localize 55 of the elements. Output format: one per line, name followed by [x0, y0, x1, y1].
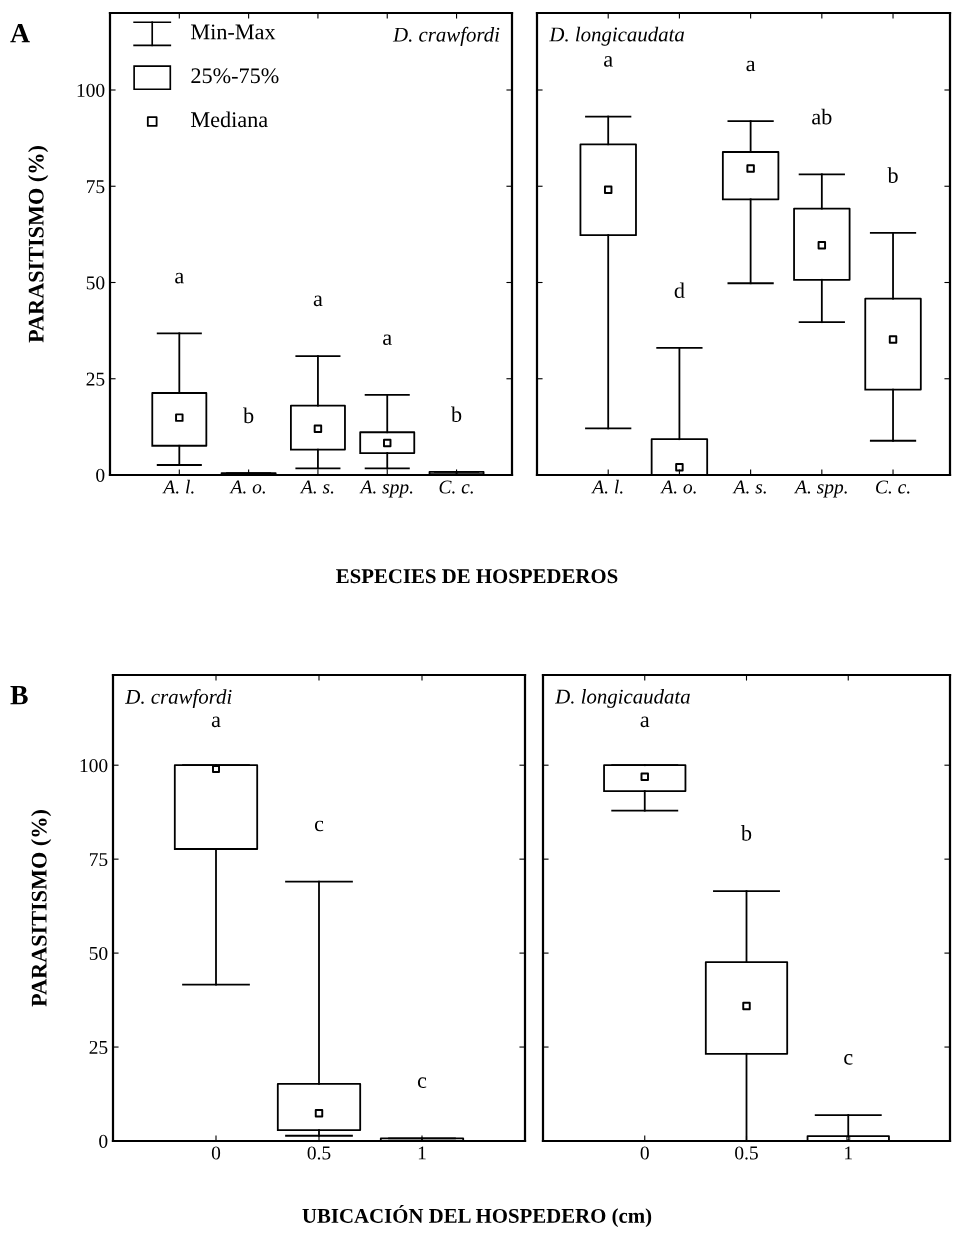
y-tick-label: 50: [86, 276, 105, 290]
annotation: ab: [812, 108, 832, 125]
x-tick-label: C. c.: [439, 480, 473, 494]
x-tick-label: A. spp.: [359, 480, 413, 498]
y-tick-label: 50: [89, 946, 108, 961]
y-tick-label: 75: [86, 180, 105, 194]
x-tick-label: 1: [845, 1146, 852, 1160]
x-tick-label: A. s.: [732, 480, 766, 494]
annotation: d: [674, 282, 685, 299]
x-tick-label: 1: [418, 1146, 426, 1160]
x-tick-label: C. c.: [876, 480, 910, 494]
y-tick-label: 25: [89, 1040, 108, 1054]
chart-title: A: [10, 23, 30, 43]
annotation: c: [844, 1054, 853, 1065]
annotation: c: [417, 1077, 427, 1089]
annotation: a: [383, 334, 392, 346]
x-tick-label: 0: [640, 1146, 649, 1160]
annotation: c: [314, 820, 324, 832]
y-tick-label: 25: [86, 372, 105, 386]
x-tick-label: 0.5: [735, 1146, 758, 1160]
annotation: Min-Max: [191, 24, 276, 40]
annotation: a: [175, 272, 184, 284]
x-axis-title: ESPECIES DE HOSPEDEROS: [336, 569, 618, 584]
x-tick-label: A. s.: [299, 480, 334, 494]
text: D. longicaudata: [554, 688, 690, 708]
x-tick-label: A. spp.: [794, 480, 847, 498]
y-tick-label: 100: [80, 759, 108, 773]
annotation: b: [243, 407, 254, 424]
annotation: 25%-75%: [191, 68, 279, 84]
y-tick-label: 0: [99, 1134, 108, 1148]
annotation: a: [211, 716, 221, 728]
annotation: a: [313, 295, 323, 307]
annotation: b: [887, 167, 898, 183]
x-tick-label: A. l.: [591, 479, 623, 494]
x-tick-label: 0.5: [307, 1146, 331, 1160]
annotation: Mediana: [191, 111, 268, 128]
annotation: a: [746, 60, 756, 72]
x-axis-title: UBICACIÓN DEL HOSPEDERO (cm): [302, 1204, 652, 1228]
annotation: b: [451, 406, 462, 423]
text: D. longicaudata: [549, 26, 685, 46]
annotation: b: [740, 825, 752, 841]
text: D. crawfordi: [392, 26, 500, 46]
y-tick-label: 100: [77, 83, 105, 97]
x-tick-label: 0: [211, 1146, 221, 1160]
text: D. crawfordi: [125, 688, 232, 709]
y-tick-label: 0: [96, 468, 105, 482]
x-tick-label: A. o.: [660, 480, 696, 494]
chart-title: B: [10, 686, 28, 705]
annotation: a: [604, 56, 613, 67]
y-axis-title: PARASITISMO (%): [28, 146, 49, 343]
x-tick-label: A. o.: [229, 480, 265, 494]
x-tick-label: A. l.: [162, 479, 194, 494]
y-axis-title: PARASITISMO (%): [31, 810, 52, 1007]
annotation: a: [640, 716, 650, 728]
y-tick-label: 75: [89, 853, 108, 867]
